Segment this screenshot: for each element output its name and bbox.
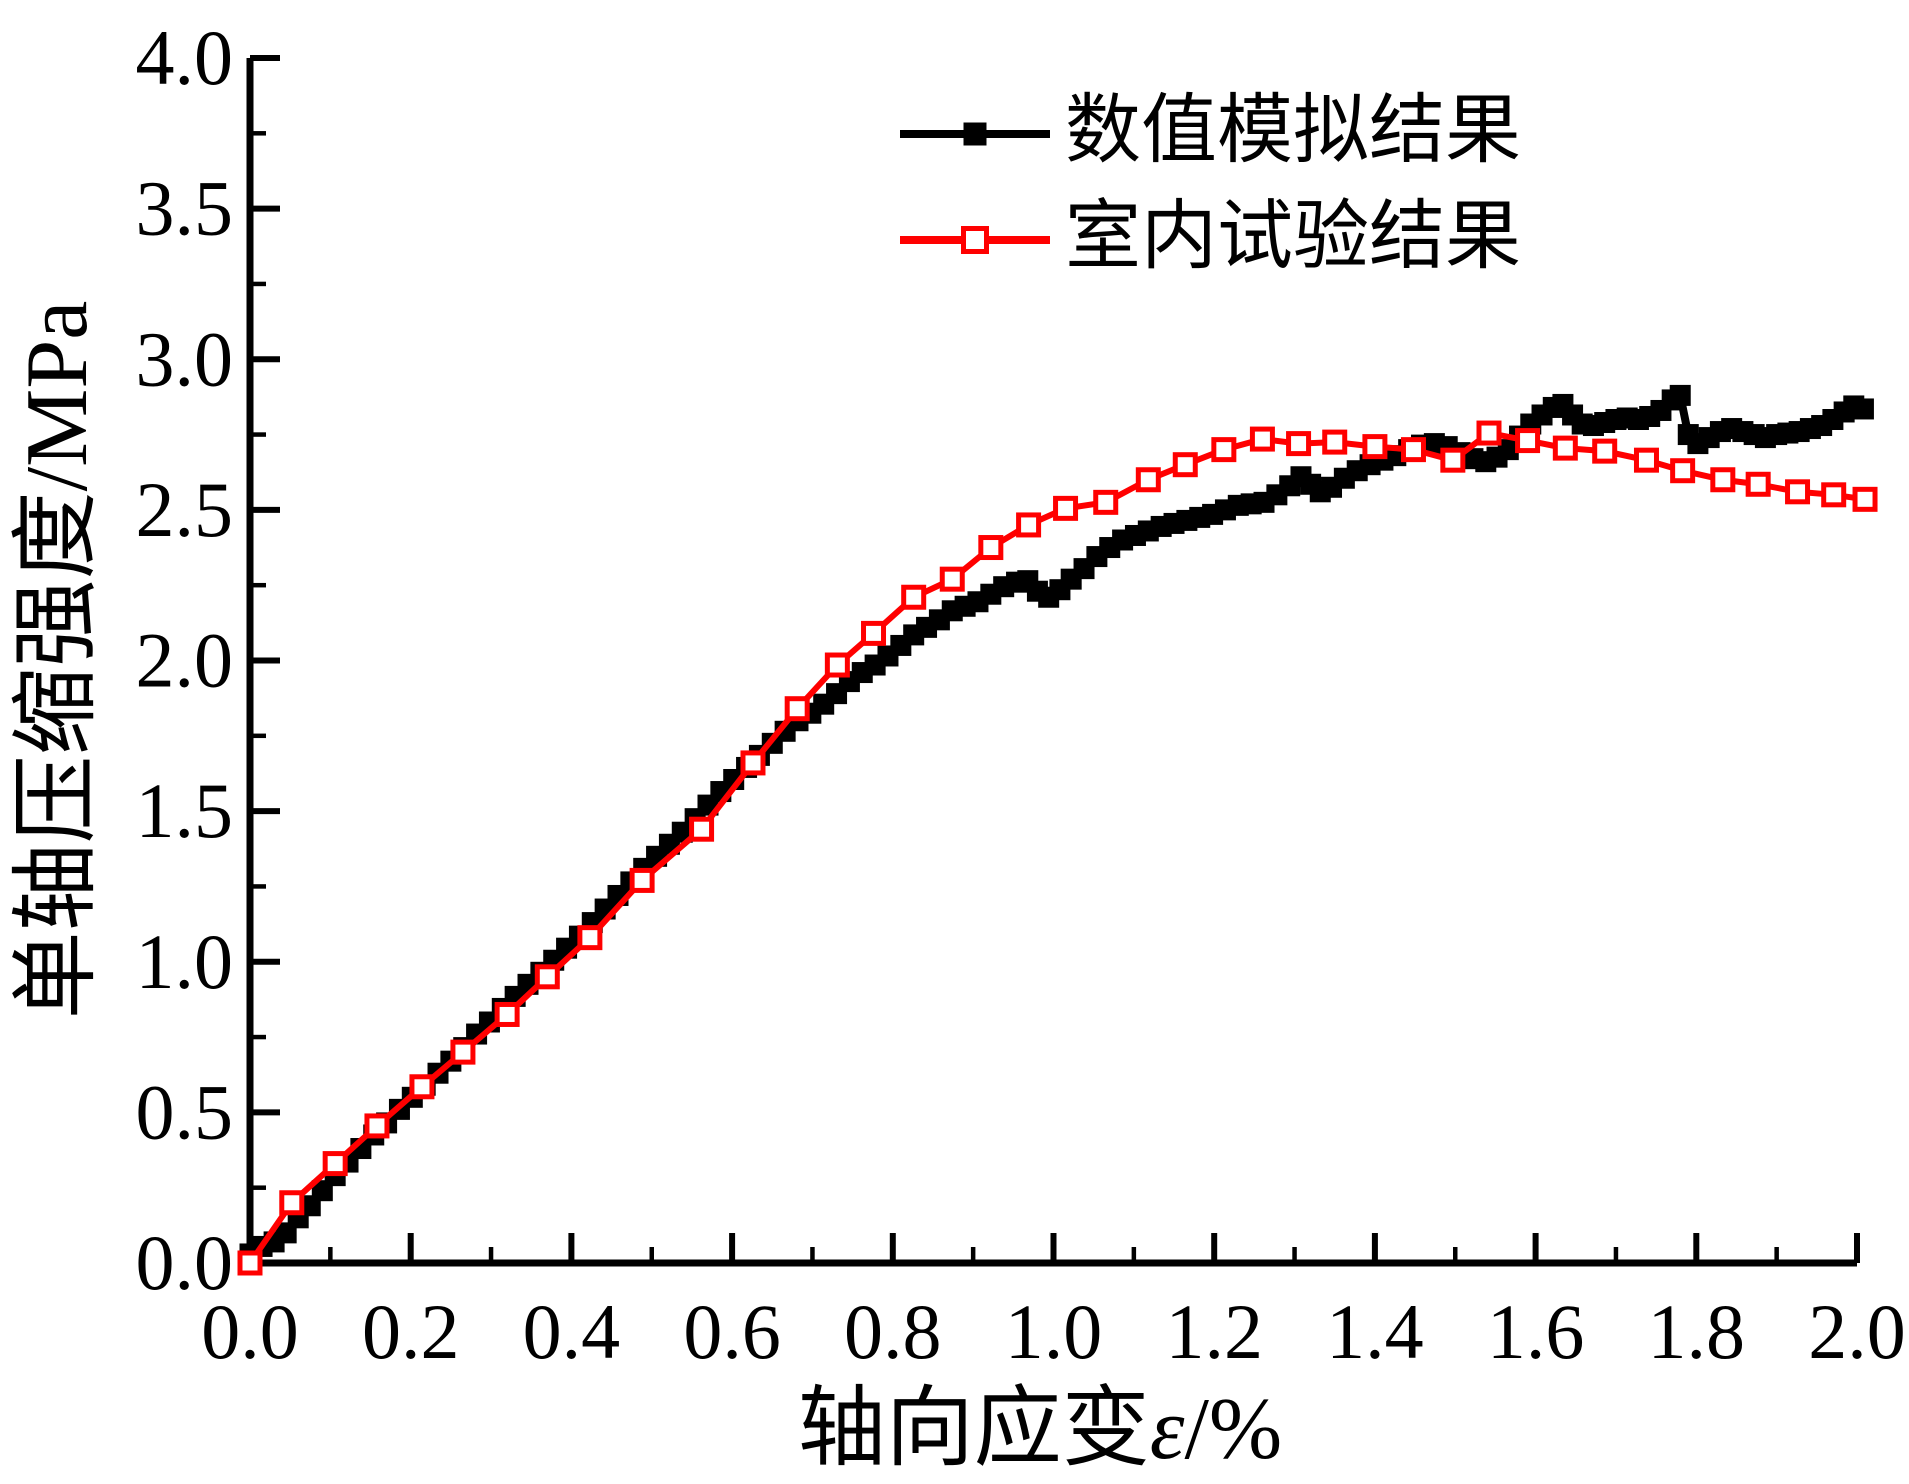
open-square-marker bbox=[1362, 434, 1388, 460]
open-square-marker bbox=[364, 1113, 390, 1139]
x-axis-title-unit: /% bbox=[1184, 1381, 1282, 1478]
legend-label-simulation: 数值模拟结果 bbox=[1065, 89, 1521, 173]
x-tick-label: 1.6 bbox=[1487, 1288, 1585, 1375]
axis-spines bbox=[246, 58, 1857, 1267]
open-square-marker bbox=[1211, 437, 1237, 463]
open-square-marker bbox=[1785, 479, 1811, 505]
open-square-marker bbox=[1633, 447, 1659, 473]
open-square-marker bbox=[237, 1250, 263, 1276]
y-tick-label: 1.0 bbox=[136, 918, 234, 1005]
open-square-marker bbox=[1592, 438, 1618, 464]
open-square-marker bbox=[1286, 431, 1312, 457]
y-tick-label: 1.5 bbox=[136, 767, 234, 854]
y-tick-label: 3.0 bbox=[136, 315, 234, 402]
open-square-marker bbox=[1821, 482, 1847, 508]
x-tick-label: 1.0 bbox=[1005, 1288, 1103, 1375]
x-tick-label: 2.0 bbox=[1808, 1288, 1906, 1375]
open-square-marker bbox=[1135, 467, 1161, 493]
open-square-marker bbox=[861, 620, 887, 646]
x-tick-label: 0.8 bbox=[844, 1288, 942, 1375]
filled-square-marker bbox=[1669, 384, 1691, 406]
open-square-marker bbox=[1053, 495, 1079, 521]
open-square-marker bbox=[534, 964, 560, 990]
legend-marker-experiment-square-icon bbox=[961, 226, 989, 254]
open-square-marker bbox=[1476, 420, 1502, 446]
x-axis-title-text: 轴向应变 bbox=[798, 1381, 1150, 1478]
y-tick-label: 3.5 bbox=[136, 165, 234, 252]
open-square-marker bbox=[901, 584, 927, 610]
open-square-marker bbox=[784, 696, 810, 722]
y-tick-label: 2.5 bbox=[136, 466, 234, 553]
y-tick-label: 4.0 bbox=[136, 14, 234, 101]
axis-tick-labels: 0.0 0.2 0.4 0.6 0.8 1.0 1.2 1.4 1.6 1.8 2.0 0.0 0.5 1… bbox=[136, 14, 1906, 1375]
y-tick-label: 2.0 bbox=[136, 617, 234, 704]
open-square-marker bbox=[978, 535, 1004, 561]
open-square-marker bbox=[689, 816, 715, 842]
x-axis-title-epsilon-symbol: ε bbox=[1150, 1381, 1185, 1478]
axis-ticks bbox=[247, 55, 1860, 1266]
legend-label-experiment: 室内试验结果 bbox=[1065, 195, 1521, 279]
open-square-marker bbox=[1249, 426, 1275, 452]
open-square-marker bbox=[450, 1039, 476, 1065]
open-square-marker bbox=[577, 925, 603, 951]
x-tick-label: 0.2 bbox=[362, 1288, 460, 1375]
open-square-marker bbox=[1400, 437, 1426, 463]
open-square-marker bbox=[1745, 471, 1771, 497]
legend: 数值模拟结果 室内试验结果 bbox=[900, 89, 1521, 279]
open-square-marker bbox=[824, 652, 850, 678]
open-square-marker bbox=[1016, 512, 1042, 538]
open-square-marker bbox=[322, 1151, 348, 1177]
series-line bbox=[247, 429, 1866, 1265]
x-tick-label: 1.4 bbox=[1326, 1288, 1424, 1375]
x-tick-label: 1.8 bbox=[1648, 1288, 1746, 1375]
series-line bbox=[247, 389, 1865, 1258]
open-square-marker bbox=[1552, 435, 1578, 461]
open-square-marker bbox=[1093, 489, 1119, 515]
open-square-marker bbox=[939, 566, 965, 592]
axes bbox=[246, 58, 1857, 1267]
open-square-marker bbox=[1710, 467, 1736, 493]
series-experiment-curve bbox=[237, 420, 1878, 1276]
open-square-marker bbox=[1515, 428, 1541, 454]
open-square-marker bbox=[1172, 452, 1198, 478]
open-square-marker bbox=[1670, 458, 1696, 484]
x-tick-label: 0.0 bbox=[201, 1288, 299, 1375]
x-tick-label: 0.6 bbox=[683, 1288, 781, 1375]
open-square-marker bbox=[1440, 447, 1466, 473]
x-tick-label: 0.4 bbox=[523, 1288, 621, 1375]
open-square-marker bbox=[629, 867, 655, 893]
open-square-marker bbox=[279, 1190, 305, 1216]
x-axis-title: 轴向应变ε/% bbox=[798, 1381, 1282, 1478]
open-square-marker bbox=[1322, 429, 1348, 455]
y-axis-title: 单轴压缩强度/MPa bbox=[9, 301, 106, 1020]
y-tick-label: 0.0 bbox=[136, 1219, 234, 1306]
open-square-marker bbox=[1852, 486, 1878, 512]
y-tick-label: 0.5 bbox=[136, 1068, 234, 1155]
open-square-marker bbox=[409, 1074, 435, 1100]
x-tick-label: 1.2 bbox=[1165, 1288, 1263, 1375]
open-square-marker bbox=[740, 750, 766, 776]
open-square-marker bbox=[494, 1001, 520, 1027]
legend-marker-simulation-square-icon bbox=[963, 122, 987, 146]
filled-square-marker bbox=[1852, 398, 1874, 420]
